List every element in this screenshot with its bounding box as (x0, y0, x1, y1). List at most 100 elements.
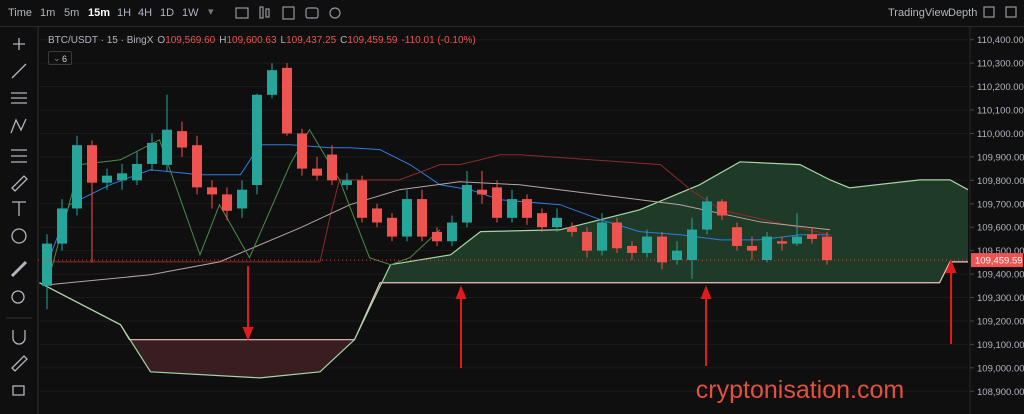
candle-body (327, 154, 337, 181)
candle-body (597, 222, 607, 251)
ohlc-key: H (219, 35, 227, 46)
line-tool[interactable] (11, 63, 27, 79)
arrow-head (945, 259, 957, 273)
ohlc-key: O (157, 35, 166, 46)
top-icons (235, 6, 1017, 20)
candle-body (567, 227, 577, 232)
emoji-tool[interactable] (11, 228, 27, 244)
lock-tool[interactable] (12, 385, 25, 396)
crosshair-tool[interactable] (13, 38, 25, 50)
layout-icon[interactable] (983, 6, 995, 18)
timeframe-button[interactable]: 1H (117, 7, 132, 19)
candle-body (462, 185, 472, 223)
watermark: cryptonisation.com (696, 376, 904, 404)
candle-body (402, 199, 412, 237)
zoom-tool[interactable] (11, 290, 25, 304)
refresh-icon[interactable] (329, 7, 341, 19)
candle-body (267, 70, 277, 95)
legend: BTC/USDT · 15 · BingX O109,569.60 H109,600… (48, 35, 480, 46)
indicator-line (47, 154, 831, 263)
candle-body (717, 201, 727, 216)
change: -110.01 (-0.10%) (401, 35, 476, 46)
brush-tool[interactable] (11, 175, 28, 192)
timeframe-button[interactable]: 1D (160, 7, 175, 19)
candle-body (87, 145, 97, 183)
candle-body (792, 236, 802, 244)
y-tick-label: 110,300.00 (977, 59, 1024, 70)
timeframe-button[interactable]: 15m (88, 7, 111, 19)
y-tick-label: 110,000.00 (977, 129, 1024, 140)
indicator-icon[interactable] (235, 7, 249, 19)
timeframe-button[interactable]: 1W (182, 7, 199, 19)
projection-tool[interactable] (11, 149, 27, 163)
magnet-tool[interactable] (12, 330, 26, 345)
candle-body (372, 208, 382, 223)
timeframe-button[interactable]: 5m (64, 7, 80, 19)
depth-button[interactable]: Depth (948, 7, 978, 19)
pattern-tool[interactable] (10, 118, 27, 134)
time-button[interactable]: Time (8, 7, 33, 19)
candle-icon[interactable] (265, 8, 270, 18)
cloud-span-a (39, 161, 969, 379)
candle-body (687, 229, 697, 261)
candle-body (222, 194, 232, 211)
cloud-fill (39, 282, 133, 344)
ohlc-value: 109,437.25 (286, 35, 337, 46)
text-tool[interactable] (12, 201, 26, 216)
last-price-tag (971, 253, 1023, 268)
candle-body (807, 234, 817, 239)
candle-body (192, 145, 202, 188)
y-tick-label: 109,100.00 (977, 340, 1024, 351)
timeframe-button[interactable]: 1m (40, 7, 56, 19)
candle-body (357, 180, 367, 218)
y-tick-label: 109,900.00 (977, 152, 1024, 163)
candle-body (762, 236, 772, 261)
camera-icon[interactable] (305, 7, 319, 19)
ohlc-key: C (340, 35, 348, 46)
ohlc-value: 109,459.59 (347, 35, 398, 46)
indicator-badge[interactable]: ⌄ 6 (48, 51, 72, 65)
cloud-fill (132, 280, 384, 378)
y-tick-label: 109,300.00 (977, 293, 1024, 304)
y-tick-label: 109,600.00 (977, 223, 1024, 234)
candle-body (282, 67, 292, 134)
candle-body (252, 94, 262, 186)
ruler-tool[interactable] (10, 260, 28, 278)
candle-body (822, 236, 832, 261)
ohlc-value: 109,569.60 (165, 35, 216, 46)
indicator-line (46, 128, 441, 285)
ohlc-value: 109,600.63 (226, 35, 277, 46)
annotation-arrows (242, 259, 957, 368)
candle-body (777, 241, 787, 244)
fib-tool[interactable] (11, 92, 27, 104)
candle-body (507, 199, 517, 218)
plot-area (38, 39, 974, 392)
candle-body (207, 187, 217, 195)
candle-body (72, 145, 82, 209)
y-tick-label: 109,000.00 (977, 363, 1024, 374)
settings-icon[interactable] (1005, 6, 1017, 18)
candle-body (657, 236, 667, 263)
y-tick-label: 109,200.00 (977, 316, 1024, 327)
template-icon[interactable] (282, 6, 295, 20)
candle-body (447, 222, 457, 242)
y-tick-label: 109,500.00 (977, 246, 1024, 257)
candle-body (522, 199, 532, 218)
candle-body (552, 217, 562, 228)
y-tick-label: 110,400.00 (977, 35, 1024, 46)
arrow-head (242, 327, 254, 341)
candle-body (417, 199, 427, 237)
lock-draw-tool[interactable] (11, 355, 28, 372)
candle-icon[interactable] (259, 6, 264, 19)
candle-body (582, 231, 592, 251)
candle-body (132, 163, 142, 181)
candle-body (42, 243, 52, 286)
candle-body (672, 250, 682, 261)
timeframe-button[interactable]: 4H (138, 7, 153, 19)
brand-button[interactable]: TradingView (888, 7, 949, 19)
cloud-fill (383, 161, 968, 283)
dropdown[interactable]: ▾ (208, 6, 214, 18)
indicator-line (46, 181, 831, 286)
